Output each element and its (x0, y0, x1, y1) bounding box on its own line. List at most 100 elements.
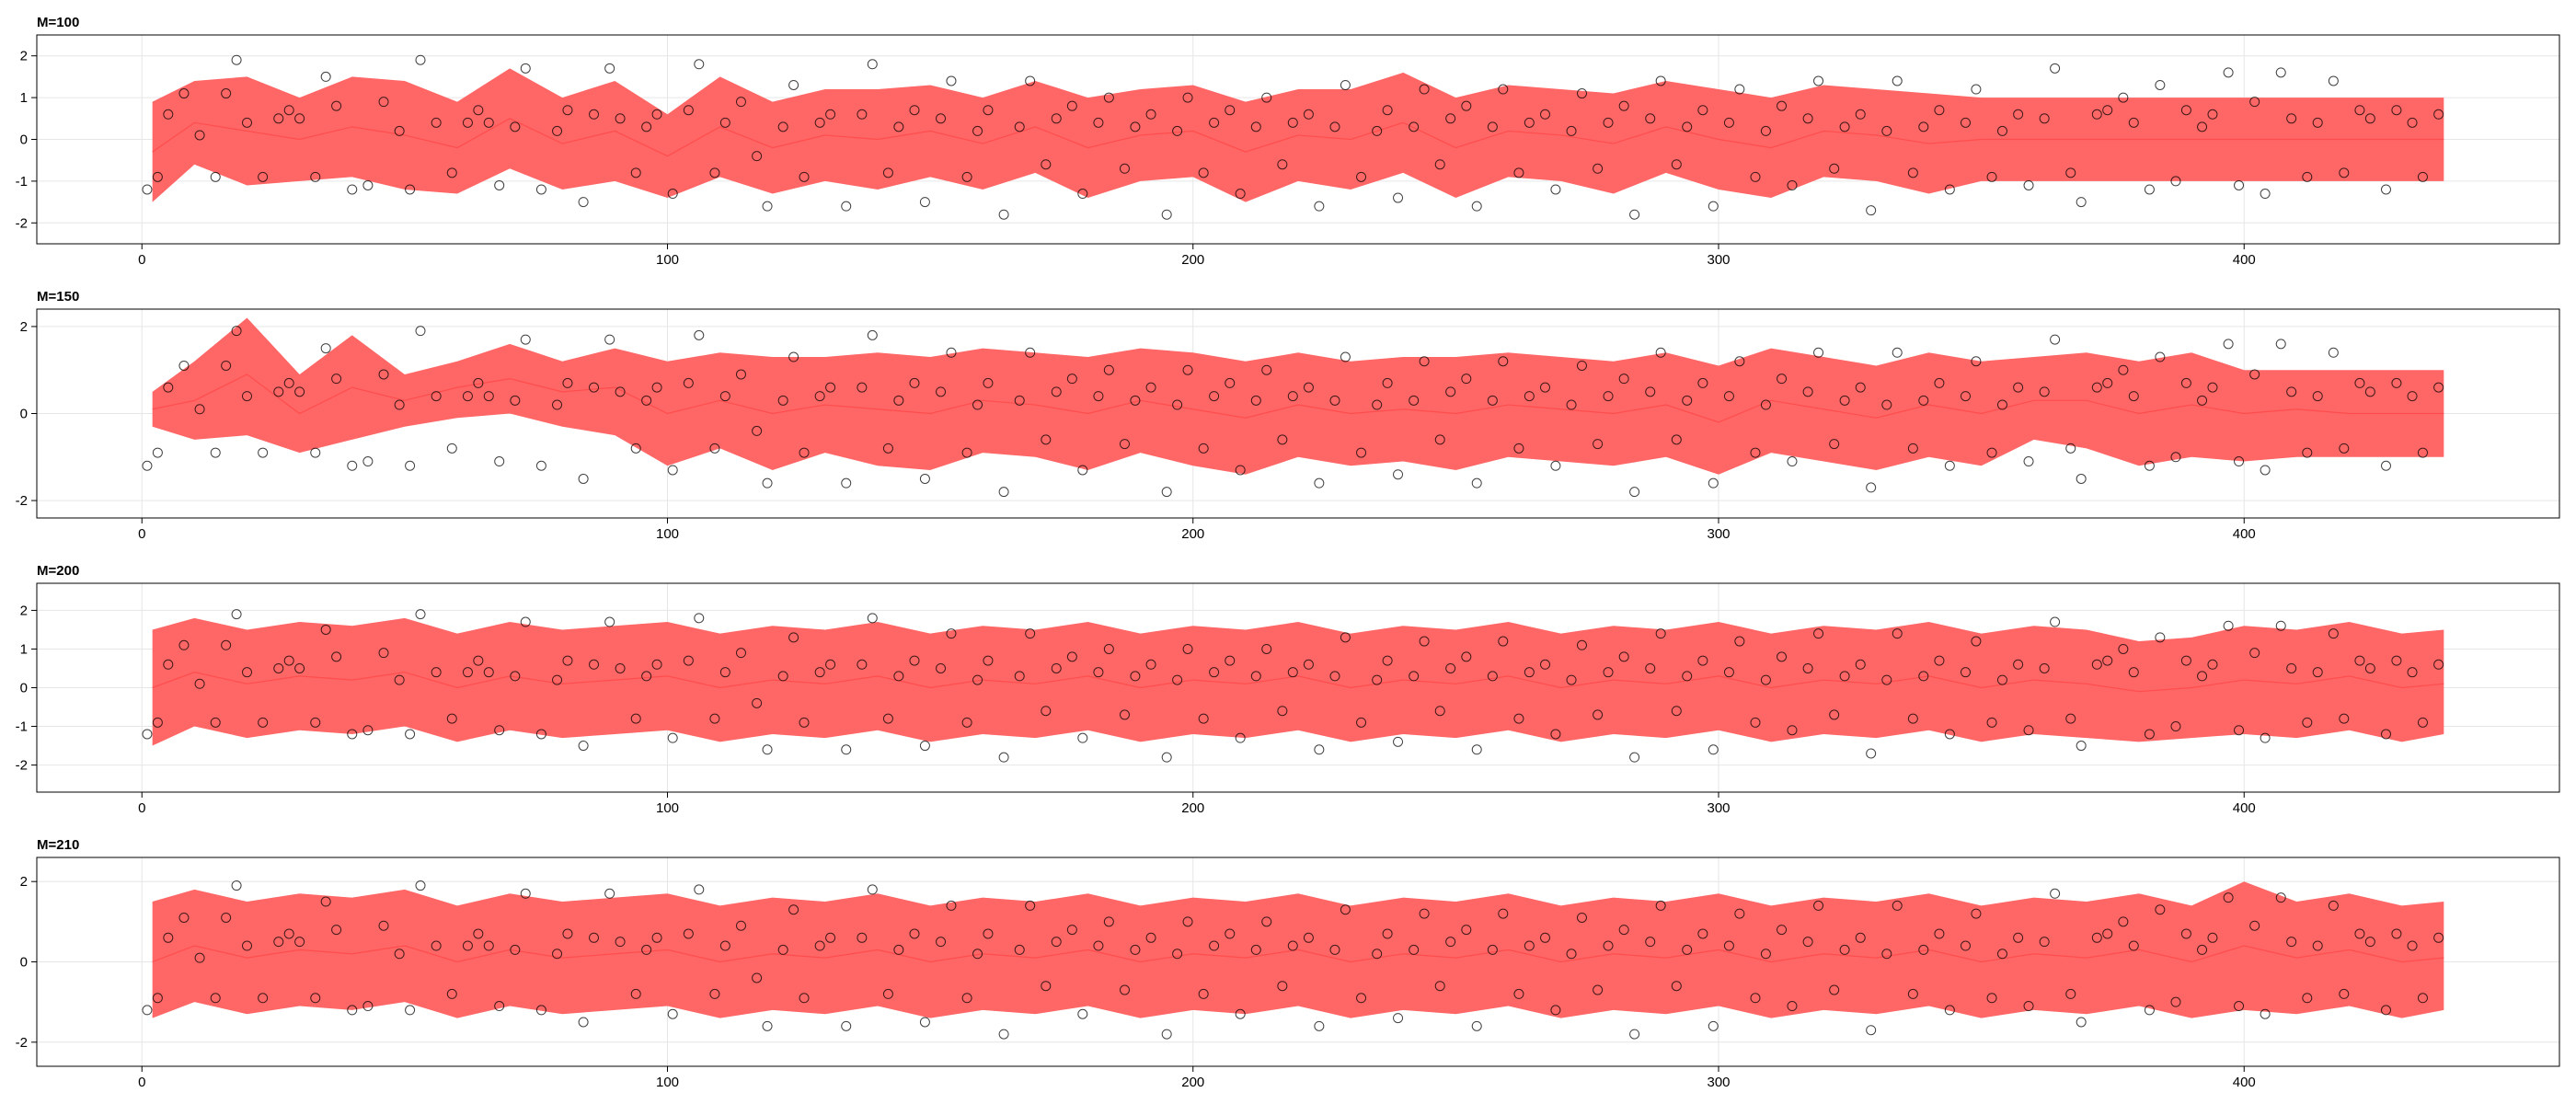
data-point (1498, 356, 1509, 367)
x-tick-label: 0 (138, 526, 145, 542)
data-point (142, 460, 153, 471)
data-point (1593, 709, 1604, 720)
data-point (294, 937, 305, 948)
data-point (2286, 937, 2297, 948)
data-point (1093, 940, 1104, 951)
mean-line (152, 672, 2444, 693)
data-point (683, 377, 694, 388)
x-tick-label: 100 (656, 800, 679, 816)
data-point (814, 391, 825, 402)
x-tick-label: 400 (2233, 252, 2256, 268)
data-point (972, 125, 983, 136)
data-point (2144, 184, 2155, 195)
data-point (1314, 477, 1325, 489)
data-point (709, 167, 720, 178)
data-point (2391, 928, 2402, 939)
data-point (320, 71, 331, 82)
data-point (1445, 662, 1456, 673)
data-point (273, 386, 284, 397)
data-point (983, 928, 994, 939)
data-point (520, 63, 531, 74)
data-point (2144, 460, 2155, 471)
data-point (867, 329, 878, 340)
data-point (535, 729, 546, 740)
data-point (2380, 1005, 2391, 1016)
data-point (2286, 113, 2297, 124)
data-point (1014, 944, 1025, 955)
data-point (1671, 434, 1682, 445)
data-point (242, 391, 252, 402)
data-point (1550, 729, 1561, 740)
data-point (1918, 121, 1929, 132)
data-point (494, 1001, 505, 1012)
data-point (1934, 105, 1945, 116)
data-point (2234, 1001, 2245, 1012)
data-point (998, 209, 1009, 220)
data-point (1303, 109, 1314, 120)
data-point (1161, 752, 1172, 763)
data-point (2417, 993, 2428, 1004)
data-point (2039, 937, 2050, 948)
data-point (1314, 1020, 1325, 1031)
data-point (2128, 667, 2139, 678)
data-point (1382, 377, 1393, 388)
data-point (683, 655, 694, 666)
data-point (2065, 167, 2076, 178)
data-point (578, 473, 589, 484)
data-point (2433, 382, 2444, 393)
data-point (1209, 391, 1220, 402)
data-point (415, 326, 426, 337)
data-point (1550, 460, 1561, 471)
data-point (1487, 121, 1498, 132)
data-point (1025, 75, 1036, 86)
data-point (1566, 674, 1577, 685)
data-point (1225, 655, 1236, 666)
data-point (2223, 67, 2234, 78)
data-point (2155, 351, 2166, 362)
data-point (998, 1029, 1009, 1040)
data-point (552, 399, 563, 410)
y-tick-label: -1 (16, 174, 28, 190)
data-point (2144, 1005, 2155, 1016)
data-point (1461, 925, 1472, 936)
data-point (1866, 748, 1877, 759)
data-point (983, 655, 994, 666)
data-point (331, 925, 342, 936)
data-point (1225, 928, 1236, 939)
data-point (163, 109, 174, 120)
data-point (2207, 932, 2218, 943)
data-point (1419, 84, 1430, 95)
data-point (2260, 1008, 2271, 1019)
data-point (1576, 639, 1587, 650)
data-point (152, 717, 163, 728)
data-point (1708, 201, 1719, 212)
data-point (231, 54, 242, 65)
data-point (882, 167, 893, 178)
data-point (1471, 201, 1482, 212)
data-point (1382, 928, 1393, 939)
data-point (1419, 908, 1430, 919)
data-point (1892, 900, 1903, 911)
data-point (1593, 984, 1604, 995)
data-point (1802, 113, 1813, 124)
data-point (552, 949, 563, 960)
data-point (494, 179, 505, 190)
data-point (1198, 167, 1209, 178)
data-point (483, 117, 494, 128)
data-point (1209, 667, 1220, 678)
data-point (1524, 940, 1535, 951)
data-point (630, 713, 641, 724)
data-point (857, 109, 868, 120)
data-point (2050, 334, 2061, 345)
data-point (1566, 949, 1577, 960)
data-point (2364, 662, 2375, 673)
data-point (1787, 725, 1798, 736)
data-point (1996, 125, 2007, 136)
data-point (604, 334, 615, 345)
y-tick-label: 0 (20, 407, 28, 422)
data-point (1235, 732, 1246, 743)
data-point (857, 932, 868, 943)
data-point (320, 624, 331, 635)
data-point (2364, 386, 2375, 397)
data-point (1014, 121, 1025, 132)
